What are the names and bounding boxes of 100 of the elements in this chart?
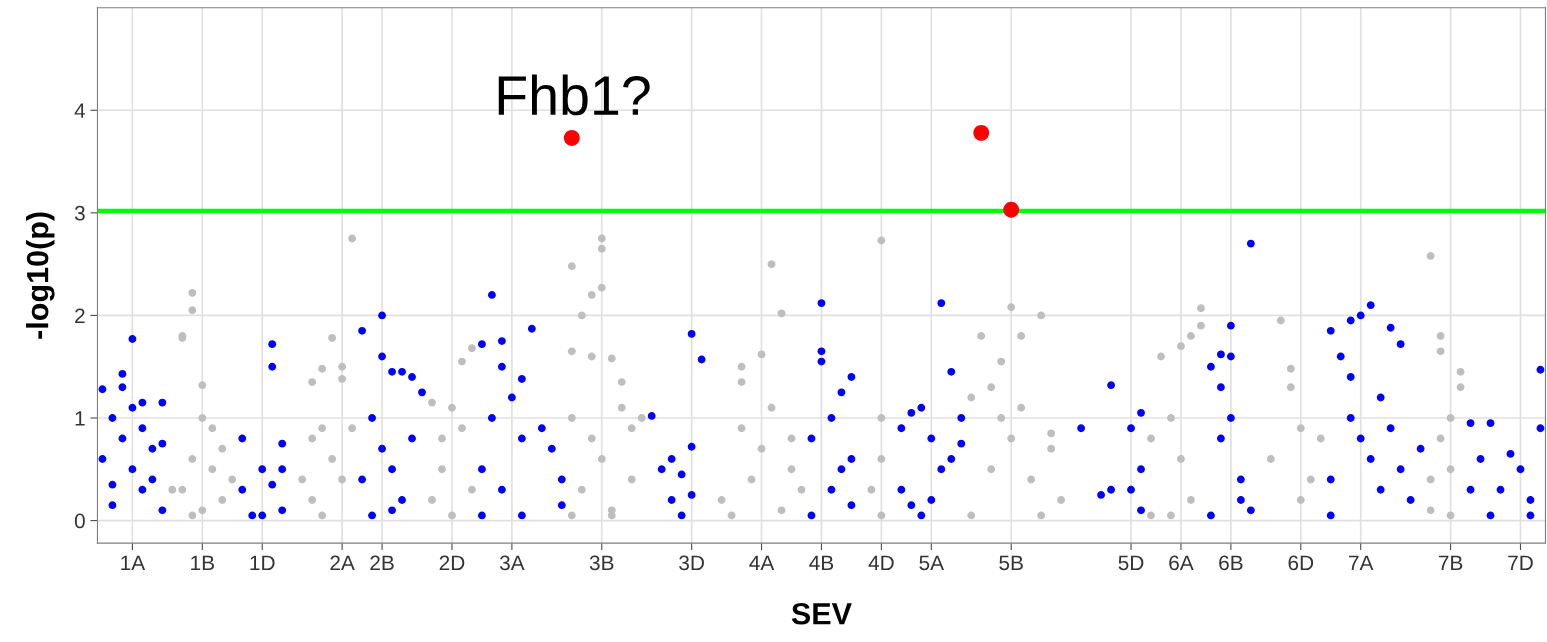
point <box>1127 485 1135 494</box>
point <box>587 290 596 299</box>
point <box>1137 465 1145 474</box>
point <box>1047 429 1056 438</box>
point <box>947 367 956 376</box>
point <box>1436 434 1445 443</box>
y-tick-label: 2 <box>75 308 85 323</box>
point <box>1246 506 1255 515</box>
point <box>1147 511 1155 520</box>
point <box>388 506 396 515</box>
point <box>973 124 990 141</box>
point <box>777 506 786 515</box>
point <box>338 375 347 383</box>
point <box>158 506 167 515</box>
y-tick-label: 3 <box>74 205 85 221</box>
point <box>198 506 207 515</box>
point <box>1346 373 1355 381</box>
point <box>1526 511 1535 520</box>
point <box>497 362 506 371</box>
point <box>577 485 586 494</box>
point <box>128 403 137 412</box>
point <box>847 501 856 510</box>
point <box>567 414 576 422</box>
point <box>1426 475 1435 484</box>
x-tick-label: 2D <box>439 555 465 571</box>
x-axis-title: SEV <box>791 602 852 625</box>
point <box>517 375 526 383</box>
x-tick-label: 2B <box>370 555 394 571</box>
point <box>478 511 486 520</box>
point <box>597 244 606 253</box>
point <box>348 424 357 433</box>
point <box>557 501 566 510</box>
point <box>1177 455 1185 463</box>
point <box>877 455 886 463</box>
point <box>198 414 207 422</box>
point <box>308 496 317 504</box>
point <box>268 480 277 489</box>
point <box>497 485 506 494</box>
point <box>1226 414 1235 422</box>
point <box>1007 434 1016 443</box>
point <box>318 424 327 433</box>
point <box>158 439 167 448</box>
x-tick-label: 4D <box>868 555 894 571</box>
point <box>478 340 486 349</box>
point <box>937 299 946 308</box>
point <box>667 496 676 504</box>
point <box>138 485 147 494</box>
x-tick-label: 3D <box>679 555 704 571</box>
x-tick-label: 5A <box>919 555 944 571</box>
point <box>178 485 187 494</box>
x-tick-label: 1B <box>191 555 214 571</box>
x-tick-label: 1D <box>250 555 275 571</box>
point <box>567 347 576 356</box>
point <box>1236 496 1245 504</box>
point <box>817 347 826 356</box>
point <box>98 385 107 394</box>
point <box>118 383 127 392</box>
point <box>1296 496 1305 504</box>
point <box>767 403 776 412</box>
x-tick-label: 2A <box>330 555 355 571</box>
point <box>677 511 686 520</box>
point <box>787 465 796 474</box>
point <box>258 511 267 520</box>
point <box>1017 403 1026 412</box>
point <box>1426 506 1435 515</box>
point <box>737 378 746 387</box>
point <box>338 475 347 484</box>
point <box>917 511 926 520</box>
point <box>1003 201 1020 218</box>
point <box>1446 511 1455 520</box>
point <box>967 511 976 520</box>
y-tick-label: 0 <box>74 513 85 529</box>
point <box>807 511 816 520</box>
point <box>1037 511 1046 520</box>
point <box>597 455 606 463</box>
point <box>757 444 766 453</box>
point <box>627 475 636 484</box>
point <box>318 511 327 520</box>
point <box>1216 434 1225 443</box>
x-tick-label: 6A <box>1169 555 1194 571</box>
point <box>687 442 696 451</box>
point <box>138 424 147 433</box>
point <box>468 485 476 494</box>
point <box>378 352 386 361</box>
y-tick-label: 4 <box>74 103 86 118</box>
point <box>118 434 127 443</box>
point <box>847 455 856 463</box>
point <box>368 511 377 520</box>
x-tick-label: 1A <box>121 555 146 571</box>
point <box>388 465 396 474</box>
point <box>1446 465 1455 474</box>
point <box>1167 511 1175 520</box>
point <box>358 475 367 484</box>
x-tick-label: 3A <box>499 555 525 571</box>
point <box>1376 393 1385 402</box>
point <box>408 434 416 443</box>
point <box>1216 383 1225 392</box>
point <box>587 434 596 443</box>
x-tick-label: 4B <box>809 555 834 571</box>
point <box>1326 511 1335 520</box>
